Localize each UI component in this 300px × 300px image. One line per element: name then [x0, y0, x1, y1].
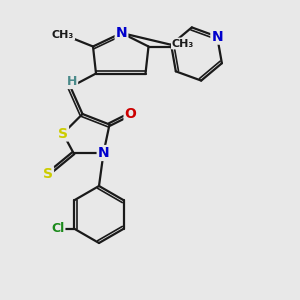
- Text: CH₃: CH₃: [52, 29, 74, 40]
- Text: S: S: [58, 127, 68, 140]
- Text: N: N: [116, 26, 127, 40]
- Text: Cl: Cl: [51, 222, 64, 235]
- Text: S: S: [43, 167, 53, 181]
- Text: CH₃: CH₃: [172, 38, 194, 49]
- Text: H: H: [67, 75, 77, 88]
- Text: O: O: [124, 107, 136, 121]
- Text: N: N: [212, 30, 223, 44]
- Text: N: N: [98, 146, 109, 160]
